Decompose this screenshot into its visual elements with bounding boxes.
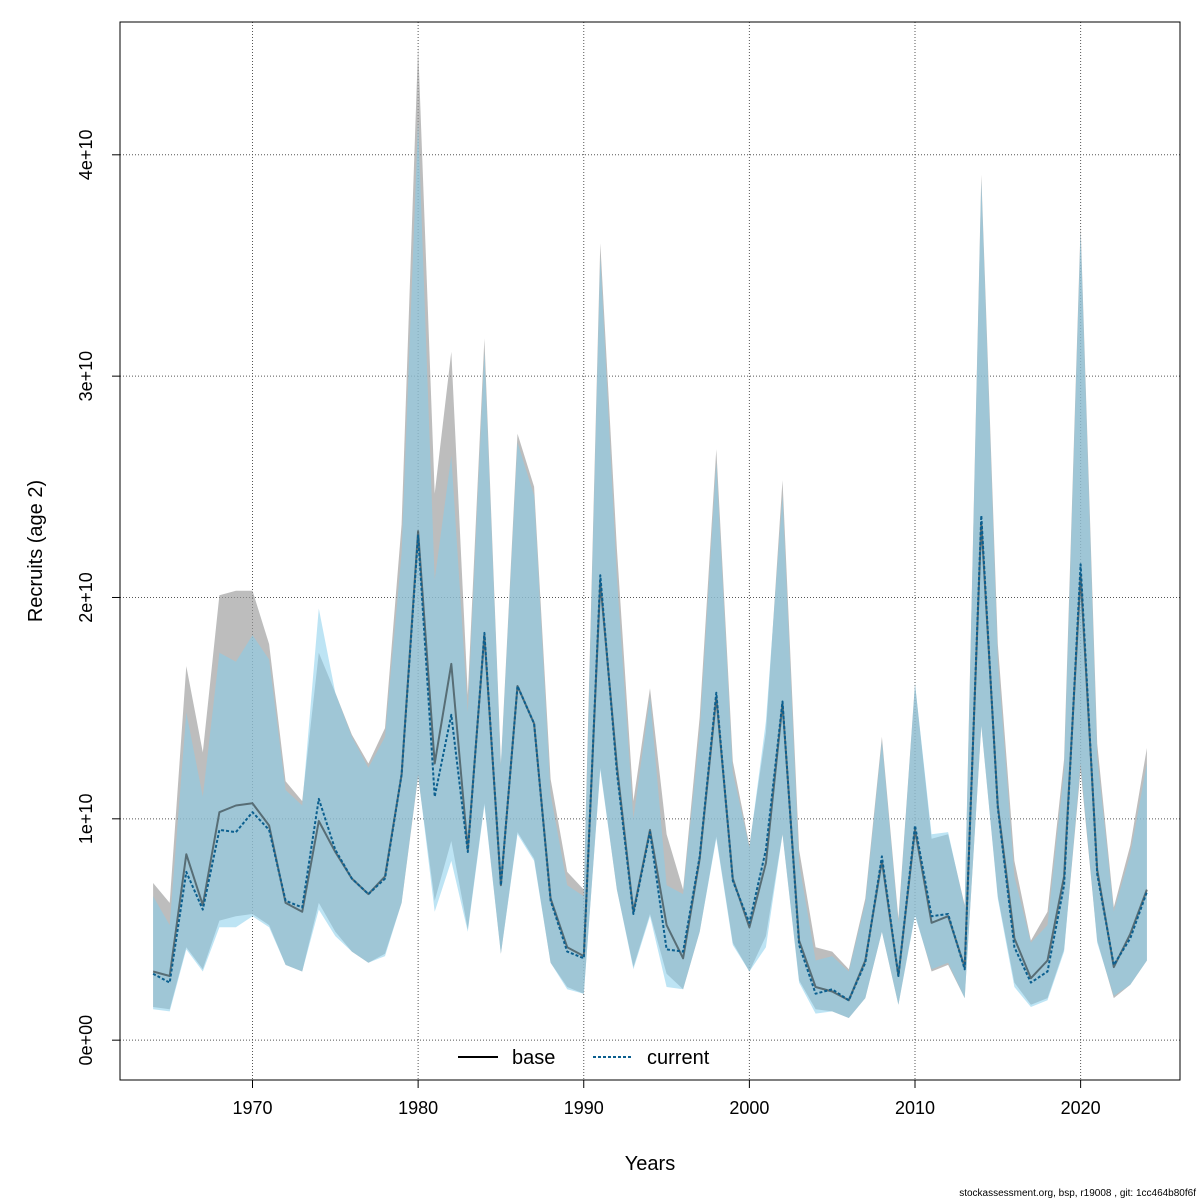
footer-credit: stockassessment.org, bsp, r19008 , git: … (959, 1188, 1196, 1199)
x-axis-title: Years (625, 1153, 675, 1175)
x-tick-label: 2020 (1061, 1098, 1101, 1118)
confidence-band-current (153, 121, 1147, 1019)
x-tick-label: 1970 (232, 1098, 272, 1118)
confidence-bands (153, 46, 1147, 1019)
x-axis-ticks: 1970 1980 1990 2000 2010 2020 (232, 1080, 1101, 1118)
x-tick-label: 2000 (729, 1098, 769, 1118)
legend-label-base: base (512, 1047, 555, 1069)
y-axis-title: Recruits (age 2) (25, 480, 47, 622)
y-tick-label: 1e+10 (76, 794, 96, 845)
x-tick-label: 1980 (398, 1098, 438, 1118)
x-tick-label: 1990 (564, 1098, 604, 1118)
x-tick-label: 2010 (895, 1098, 935, 1118)
series-line-current (152, 514, 1148, 1002)
y-axis-ticks: 0e+00 1e+10 2e+10 3e+10 4e+10 (76, 130, 120, 1066)
series-lines (152, 514, 1148, 1002)
y-tick-label: 3e+10 (76, 351, 96, 402)
y-tick-label: 0e+00 (76, 1015, 96, 1066)
y-tick-label: 2e+10 (76, 572, 96, 623)
y-tick-label: 4e+10 (76, 130, 96, 181)
legend: base current (458, 1047, 710, 1069)
plot-frame (119, 21, 1181, 1081)
legend-label-current: current (647, 1047, 710, 1069)
